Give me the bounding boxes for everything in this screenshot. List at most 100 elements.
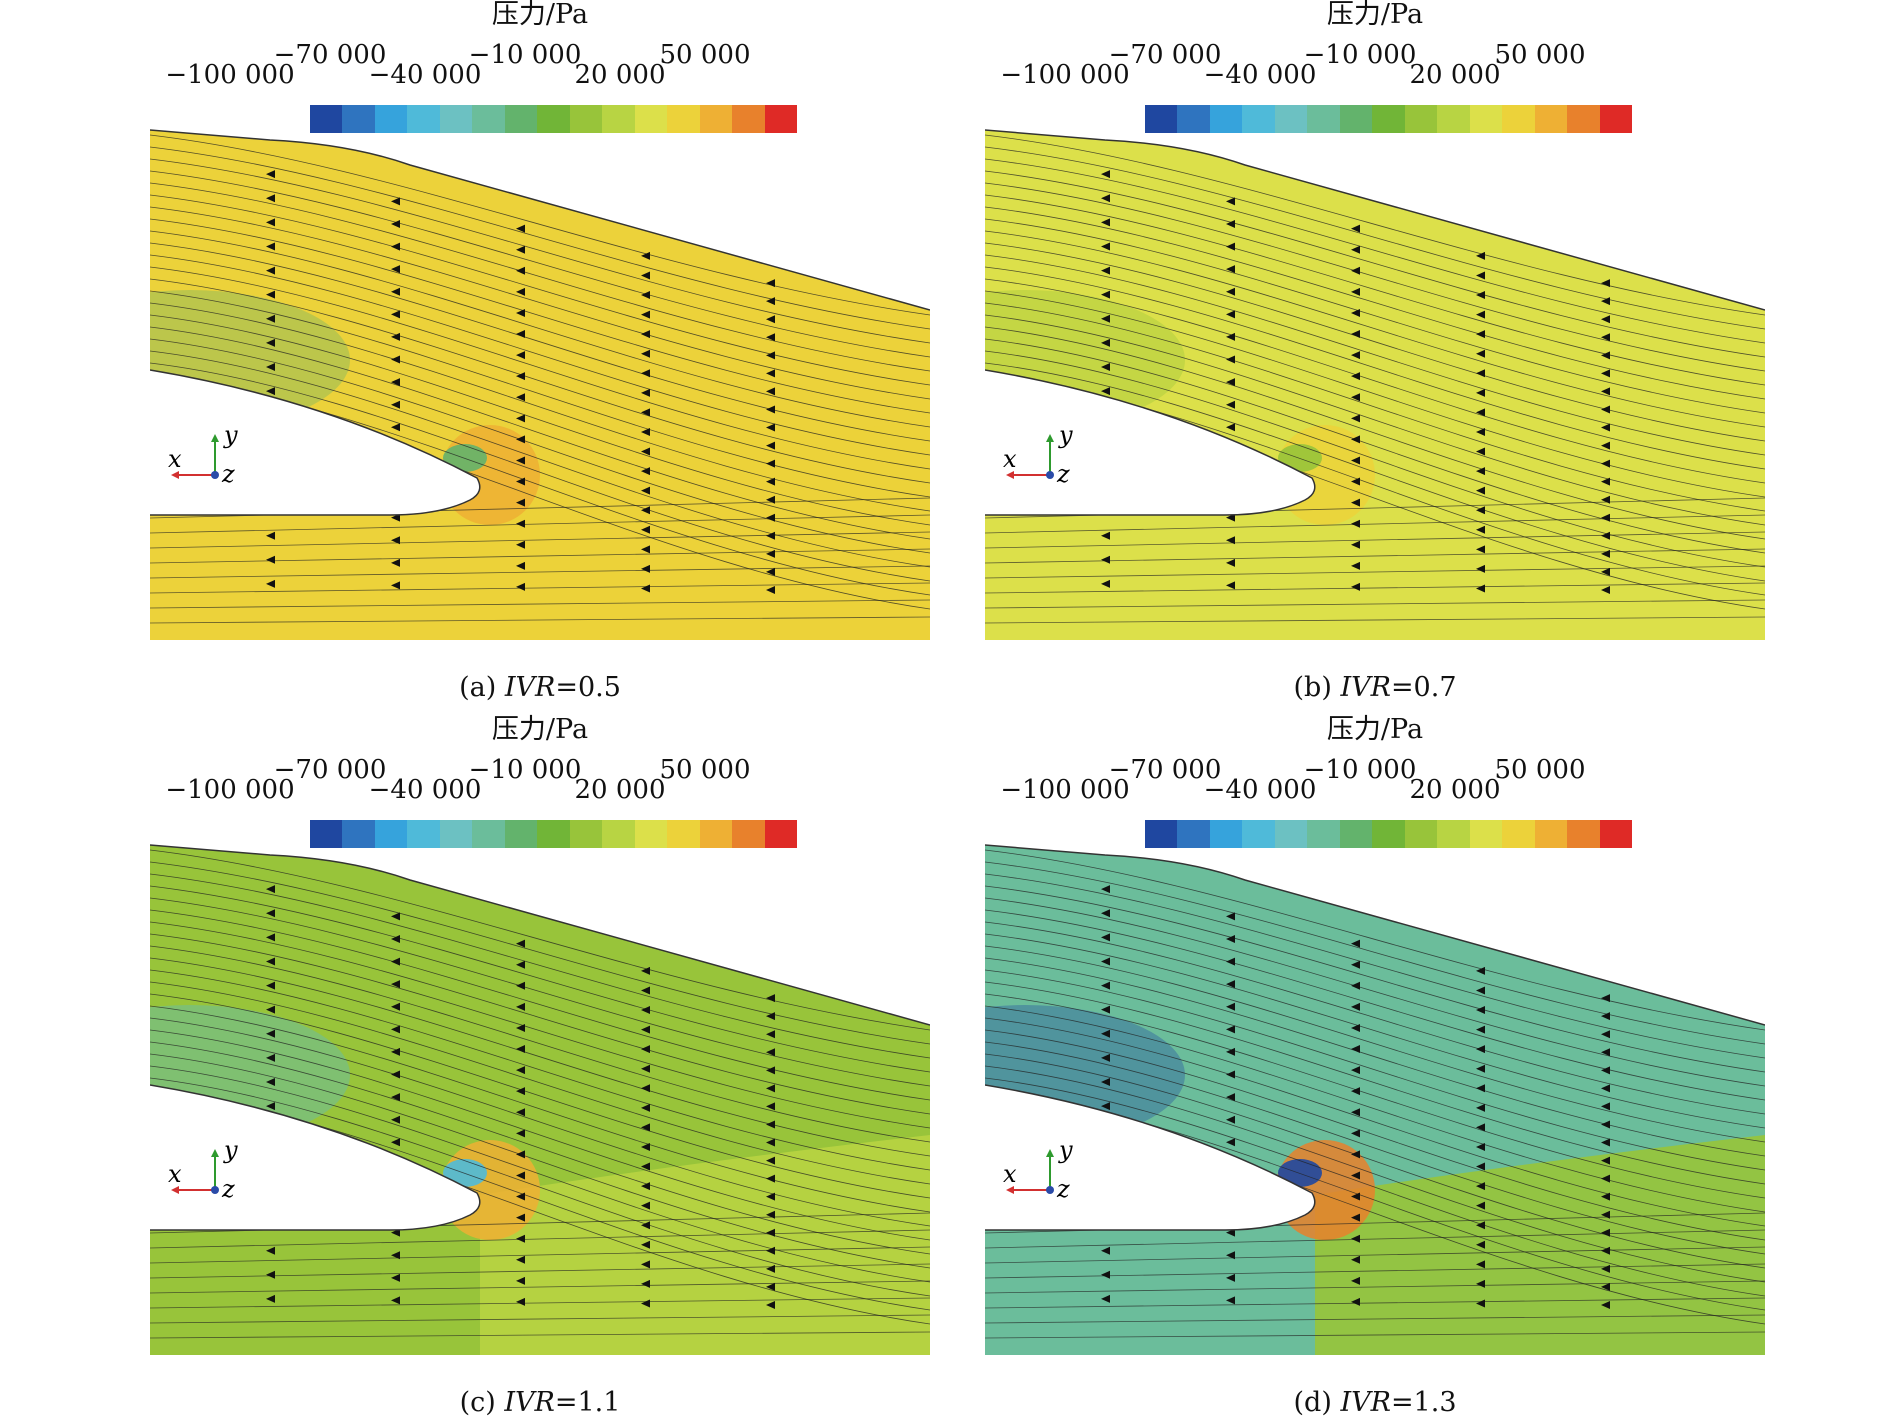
colorbar-tick-label: −40 000 bbox=[1203, 775, 1317, 805]
z-axis-dot bbox=[1046, 1186, 1054, 1194]
flow-arrow bbox=[1601, 1012, 1610, 1021]
y-axis-arrow bbox=[211, 1149, 219, 1157]
coordinate-axes: y x z bbox=[168, 1136, 238, 1203]
flow-arrow bbox=[516, 330, 525, 339]
colorbar-title: 压力/Pa bbox=[491, 714, 589, 745]
z-axis-label: z bbox=[1056, 460, 1070, 488]
flow-arrow bbox=[1351, 519, 1360, 528]
flow-arrow bbox=[1351, 1150, 1360, 1159]
flow-arrow bbox=[516, 1255, 525, 1264]
caption-variable: IVR bbox=[504, 672, 556, 703]
streamline bbox=[150, 1229, 930, 1249]
flow-arrow bbox=[641, 1162, 650, 1171]
flow-arrow bbox=[766, 387, 775, 396]
flow-arrow bbox=[1351, 245, 1360, 254]
flow-arrow bbox=[1601, 1174, 1610, 1183]
streamline bbox=[150, 362, 930, 582]
streamline bbox=[985, 921, 1765, 1115]
flow-arrow bbox=[516, 1192, 525, 1201]
flow-arrow bbox=[266, 242, 275, 251]
flow-arrow bbox=[1601, 1210, 1610, 1219]
flow-arrow bbox=[391, 1251, 400, 1260]
flow-arrow bbox=[391, 423, 400, 432]
flow-arrow bbox=[1601, 369, 1610, 378]
flow-arrow bbox=[516, 1276, 525, 1285]
colorbar-swatch bbox=[1469, 820, 1503, 848]
flow-arrow bbox=[266, 1270, 275, 1279]
streamline bbox=[985, 182, 1765, 372]
flow-arrow bbox=[1601, 1264, 1610, 1273]
colorbar-title: 压力/Pa bbox=[491, 0, 589, 30]
flow-arrow bbox=[641, 349, 650, 358]
streamline bbox=[150, 582, 930, 594]
flow-arrow bbox=[1351, 1023, 1360, 1032]
flow-arrow bbox=[766, 1210, 775, 1219]
flow-arrow bbox=[641, 1279, 650, 1288]
flow-arrow bbox=[1226, 980, 1235, 989]
colorbar-swatch bbox=[634, 820, 668, 848]
streamline bbox=[150, 565, 930, 579]
panel-caption: (d) IVR=1.3 bbox=[985, 1387, 1765, 1418]
streamline bbox=[150, 134, 930, 316]
flow-arrow bbox=[1476, 388, 1485, 397]
streamline bbox=[985, 302, 1765, 512]
flow-arrow bbox=[1601, 477, 1610, 486]
flow-arrow bbox=[1101, 579, 1110, 588]
coordinate-axes: y x z bbox=[1003, 1136, 1073, 1203]
flow-arrow bbox=[766, 441, 775, 450]
colorbar-tick-label: 50 000 bbox=[1494, 755, 1586, 785]
flow-arrow bbox=[266, 885, 275, 894]
x-axis-arrow bbox=[1006, 471, 1014, 479]
flow-arrow bbox=[516, 540, 525, 549]
flow-arrow bbox=[1101, 885, 1110, 894]
flow-arrow bbox=[266, 290, 275, 299]
colorbar-swatch bbox=[1242, 105, 1275, 133]
flow-arrow bbox=[1101, 362, 1110, 371]
flow-arrow bbox=[1226, 1115, 1235, 1124]
flow-arrow bbox=[641, 1025, 650, 1034]
flow-arrow bbox=[1101, 981, 1110, 990]
colorbar-swatch bbox=[1404, 105, 1438, 133]
flow-arrow bbox=[766, 351, 775, 360]
streamline bbox=[985, 146, 1765, 330]
flow-arrow bbox=[516, 351, 525, 360]
colorbar-swatch bbox=[1177, 105, 1210, 133]
streamline bbox=[150, 1297, 930, 1309]
flow-arrow bbox=[391, 558, 400, 567]
colorbar-tick-label: −70 000 bbox=[1108, 755, 1222, 785]
flow-arrow bbox=[1101, 1077, 1110, 1086]
flow-arrow bbox=[1226, 310, 1235, 319]
flow-arrow bbox=[1601, 315, 1610, 324]
flow-arrow bbox=[516, 1087, 525, 1096]
flow-arrow bbox=[266, 957, 275, 966]
caption-prefix: (b) bbox=[1293, 672, 1341, 703]
flow-arrow bbox=[1476, 1084, 1485, 1093]
flow-arrow bbox=[1101, 266, 1110, 275]
flow-arrow bbox=[1476, 1025, 1485, 1034]
flow-arrow bbox=[1476, 467, 1485, 476]
splitter-lip bbox=[985, 1084, 1316, 1231]
flow-arrow bbox=[1476, 1103, 1485, 1112]
flow-arrow bbox=[1601, 1246, 1610, 1255]
flow-arrow bbox=[1101, 1246, 1110, 1255]
flow-arrow bbox=[1351, 266, 1360, 275]
panel-a: 压力/Pa −100 000 −40 000 20 000 −70 000 −10 000… bbox=[150, 0, 930, 703]
flow-arrow bbox=[1476, 369, 1485, 378]
flow-arrow bbox=[516, 477, 525, 486]
flow-arrow bbox=[1476, 1240, 1485, 1249]
flow-arrow bbox=[1476, 584, 1485, 593]
streamline bbox=[150, 873, 930, 1059]
z-axis-dot bbox=[211, 1186, 219, 1194]
streamline bbox=[985, 1331, 1765, 1339]
flow-arrow bbox=[1226, 536, 1235, 545]
flow-arrow bbox=[1101, 194, 1110, 203]
flow-arrow bbox=[641, 271, 650, 280]
flow-arrow bbox=[516, 372, 525, 381]
z-axis-label: z bbox=[221, 460, 235, 488]
streamline bbox=[985, 266, 1765, 470]
flow-arrow bbox=[641, 330, 650, 339]
streamline bbox=[985, 616, 1765, 624]
flow-arrow bbox=[266, 170, 275, 179]
flow-arrow bbox=[1101, 242, 1110, 251]
colorbar-swatch bbox=[1502, 820, 1535, 848]
